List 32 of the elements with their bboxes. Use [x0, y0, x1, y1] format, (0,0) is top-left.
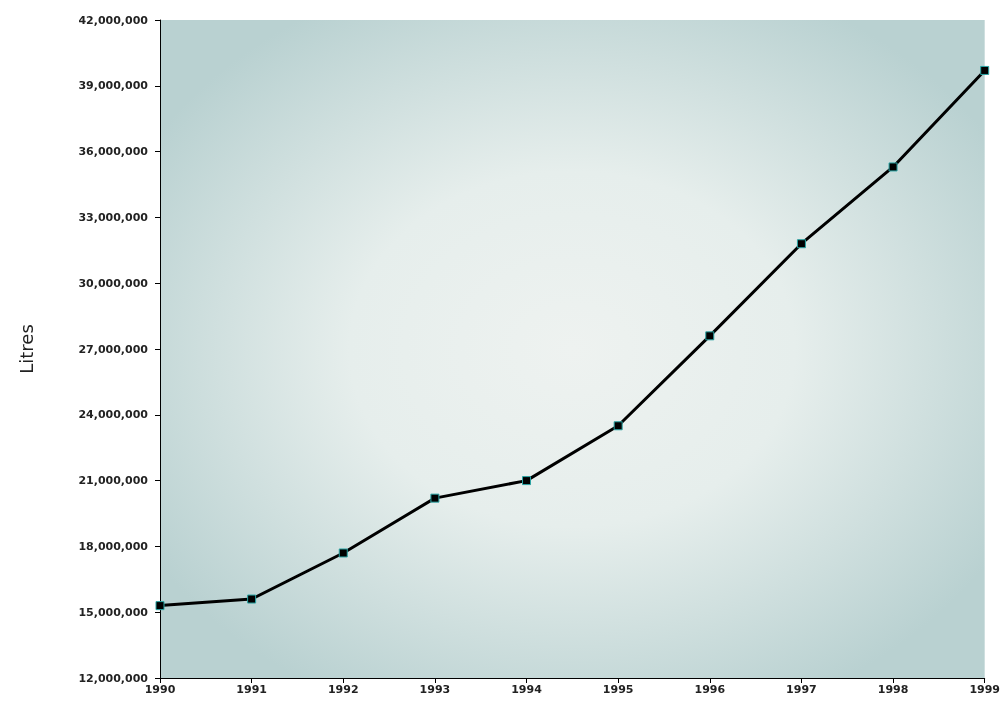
x-tick-label: 1994	[511, 683, 543, 696]
x-tick-label: 1997	[786, 683, 817, 696]
y-tick-label: 36,000,000	[78, 145, 149, 159]
y-tick-label: 39,000,000	[78, 79, 149, 93]
y-tick-label: 33,000,000	[78, 210, 149, 224]
x-tick-label: 1999	[969, 683, 1000, 696]
point	[613, 421, 623, 431]
x-tick-label: 1992	[327, 683, 359, 696]
y-tick-label: 18,000,000	[78, 539, 149, 553]
point	[522, 476, 532, 486]
point	[155, 601, 165, 611]
point	[888, 162, 898, 172]
point	[980, 65, 990, 75]
y-axis-title: Litres	[15, 324, 37, 374]
x-tick-label: 1998	[877, 683, 909, 696]
x-tick-label: 1990	[144, 683, 176, 696]
y-tick-label: 30,000,000	[78, 276, 149, 290]
point	[338, 548, 348, 558]
y-tick-label: 27,000,000	[78, 342, 149, 356]
point	[247, 594, 257, 604]
x-tick-label: 1996	[694, 683, 726, 696]
x-tick-label: 1995	[602, 683, 634, 696]
point	[430, 493, 440, 503]
point	[796, 239, 806, 249]
y-tick-label: 21,000,000	[78, 474, 149, 488]
y-tick-label: 12,000,000	[78, 671, 149, 685]
x-tick-label: 1991	[236, 683, 267, 696]
y-tick-label: 24,000,000	[78, 408, 149, 422]
y-tick-label: 42,000,000	[78, 13, 149, 27]
y-tick-label: 15,000,000	[78, 605, 149, 619]
point	[705, 331, 715, 341]
x-tick-label: 1993	[419, 683, 451, 696]
